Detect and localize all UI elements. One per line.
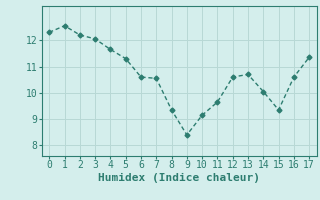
X-axis label: Humidex (Indice chaleur): Humidex (Indice chaleur)	[98, 173, 260, 183]
